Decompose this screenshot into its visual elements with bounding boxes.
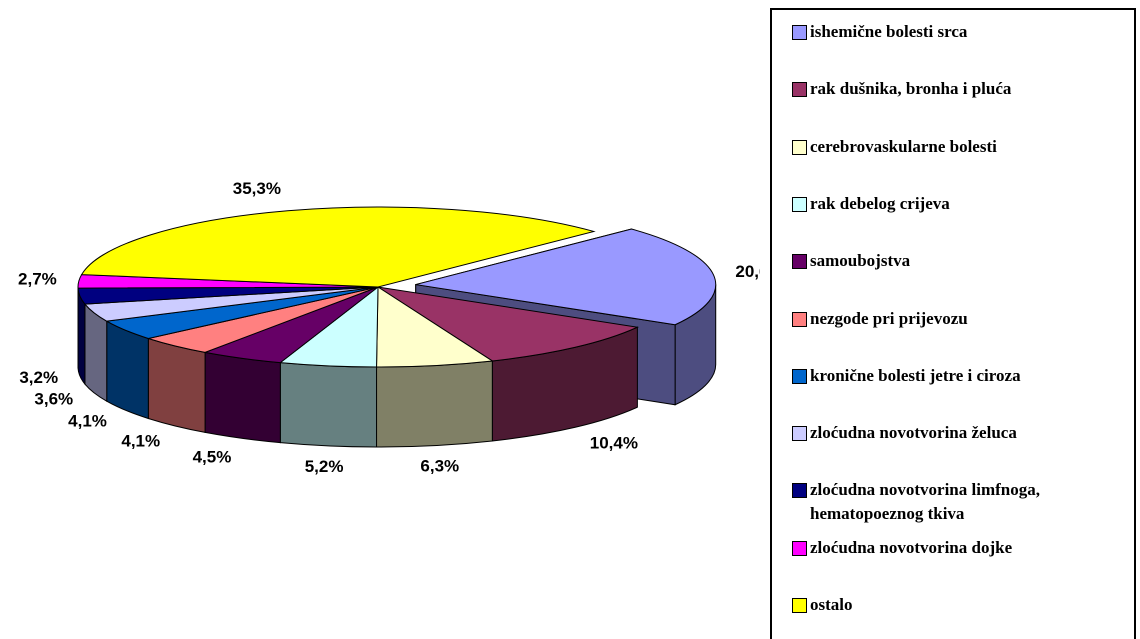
legend-item: zloćudna novotvorina želuca [792,421,1132,445]
slice-side [147,337,206,433]
legend-label: nezgode pri prijevozu [810,308,968,328]
slice-side [204,351,281,444]
slice-side [376,360,493,448]
chart: 20,6% 10,4% 6,3% 5,2% 4,5% 4,1% 4,1% 3,6% 3,2% 2,… [18,179,784,476]
data-label: 4,5% [193,447,232,466]
legend-swatch [792,82,807,98]
legend-item: ostalo [792,593,1132,617]
legend-item: samoubojstva [792,249,1132,273]
legend-item: kronične bolesti jetre i ciroza [792,364,1132,388]
slice [377,286,640,362]
legend-item: nezgode pri prijevozu [792,307,1132,331]
data-label: 10,4% [590,433,638,452]
legend-swatch [792,598,807,613]
legend-item: zloćudna novotvorina dojke [792,536,1132,560]
legend-swatch [792,426,807,442]
slice [415,228,717,326]
legend-item: rak debelog crijeva [792,192,1132,216]
legend-swatch [792,311,807,327]
legend-item: ishemične bolesti srca [792,20,1132,44]
legend-label: cerebrovaskularne bolesti [810,136,997,156]
legend-label: zloćudna novotvorina dojke [810,537,1013,557]
legend-item: zloćudna novotvorina limfnoga, hematopoe… [792,478,1132,526]
legend-label: kronične bolesti jetre i ciroza [810,365,1021,385]
data-label: 35,3% [233,179,281,198]
data-label: 6,3% [420,457,459,476]
data-label: 4,1% [68,412,107,431]
legend-label: samoubojstva [810,251,911,271]
legend-swatch [792,540,807,556]
legend-label: ostalo [810,595,853,614]
legend-swatch [792,483,807,499]
legend-label: rak dušnika, bronha i pluća [810,79,1012,99]
legend-swatch [792,139,807,155]
legend-swatch [792,254,807,270]
data-label: 2,7% [18,269,57,288]
data-label: 3,6% [34,389,73,408]
legend-label: zloćudna novotvorina limfnoga, hematopoe… [810,480,1040,524]
data-label: 3,2% [19,368,58,387]
slice [80,206,596,288]
legend-item: cerebrovaskularne bolesti [792,135,1132,159]
legend-label: ishemične bolesti srca [810,22,968,41]
legend-label: zloćudna novotvorina želuca [810,423,1017,443]
data-label: 4,1% [121,432,160,451]
legend-swatch [792,25,807,40]
slice-side [279,362,378,448]
slice [376,286,494,368]
legend-label: rak debelog crijeva [810,193,950,213]
legend: ishemične bolesti srca rak dušnika, bronh… [770,8,1136,639]
legend-item: rak dušnika, bronha i pluća [792,77,1132,101]
legend-swatch [792,196,807,212]
data-label: 20,6% [735,262,760,281]
data-label: 5,2% [305,457,344,476]
legend-swatch [792,368,807,384]
